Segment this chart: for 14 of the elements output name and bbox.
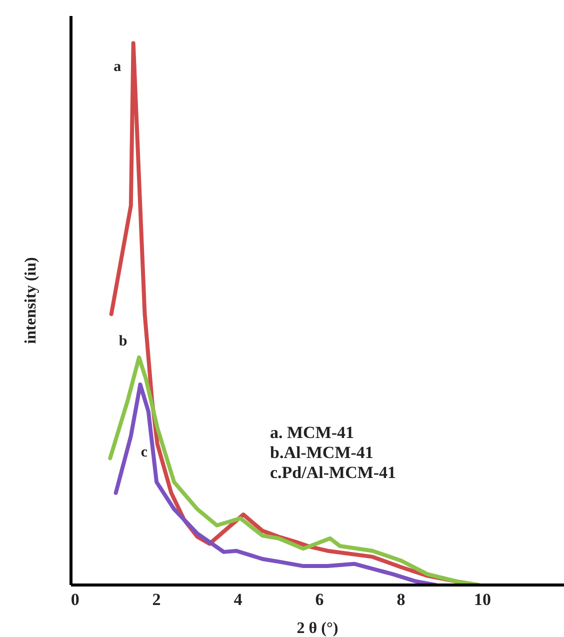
x-axis-title: 2 θ (°) [296,620,338,637]
y-axis-title: intensity (iu) [22,257,40,344]
annotation: c [140,444,148,460]
x-tick-label: 10 [474,590,492,610]
annotation: b.Al-MCM-41 [270,443,374,462]
annotation: b [118,333,128,350]
x-tick-label: 8 [396,590,406,610]
x-tick-label: 0 [70,590,80,610]
x-tick-label: 2 [152,590,161,610]
annotation: a. MCM-41 [270,423,354,442]
x-tick-label: 4 [234,590,243,610]
x-tick-label: 6 [315,590,324,610]
annotation: c.Pd/Al-MCM-41 [270,463,396,482]
annotation: a [114,59,122,76]
